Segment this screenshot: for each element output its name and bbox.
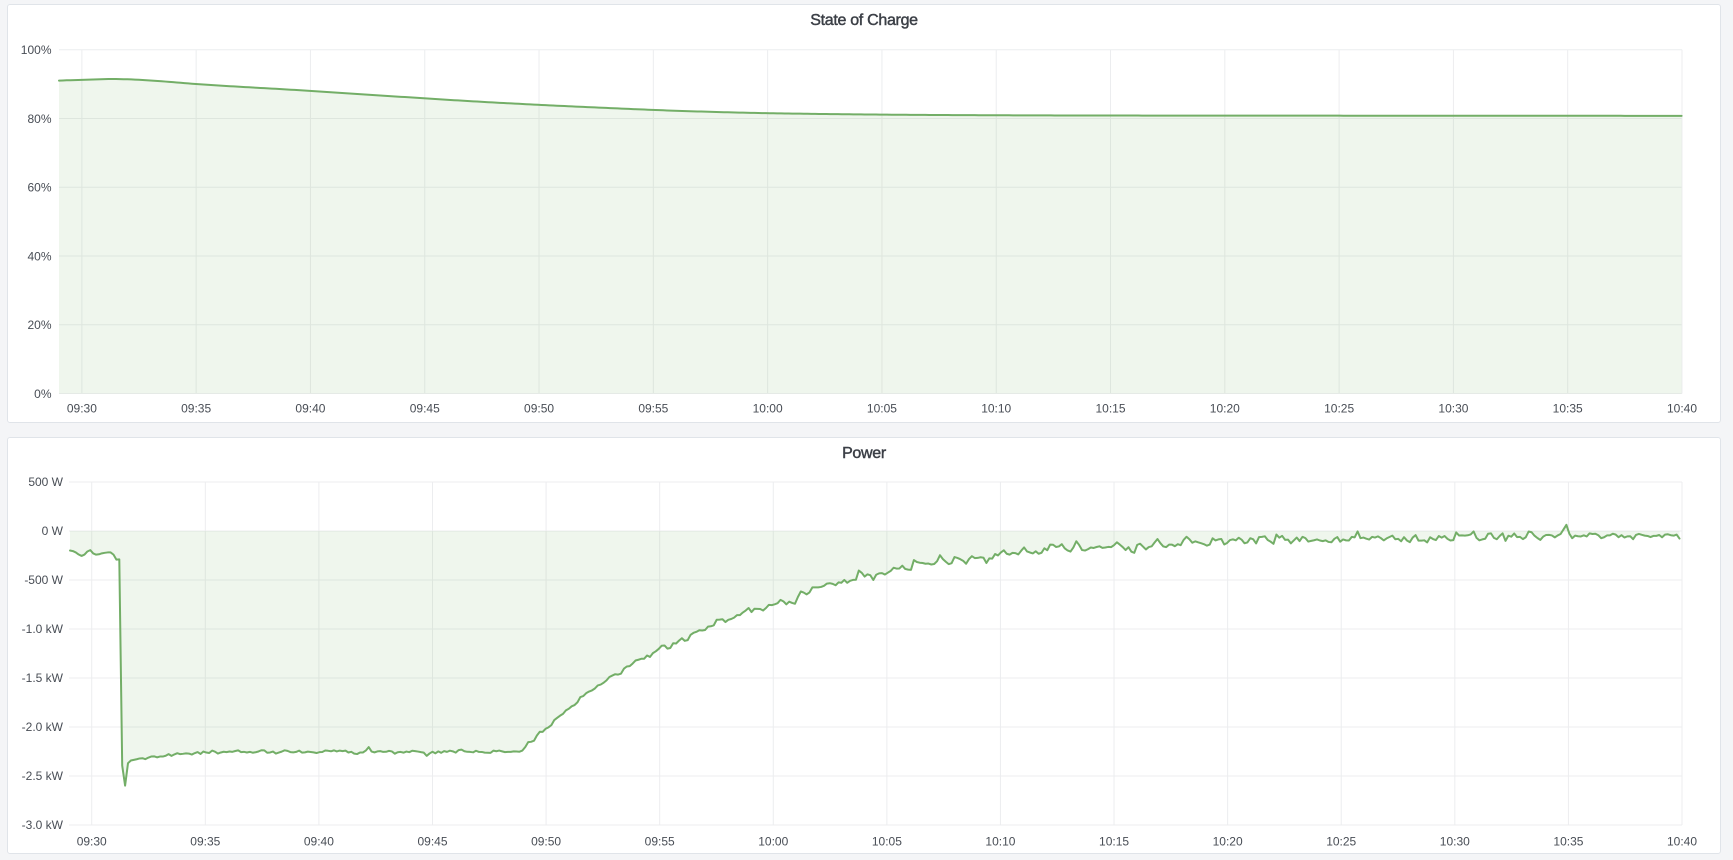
svg-text:10:15: 10:15 xyxy=(1099,835,1129,849)
svg-text:09:40: 09:40 xyxy=(295,402,325,416)
svg-text:10:40: 10:40 xyxy=(1667,835,1697,849)
svg-text:09:40: 09:40 xyxy=(304,835,334,849)
svg-text:09:45: 09:45 xyxy=(417,835,447,849)
svg-text:-2.0 kW: -2.0 kW xyxy=(22,720,64,734)
svg-text:-500 W: -500 W xyxy=(24,573,63,587)
svg-text:0 W: 0 W xyxy=(42,524,64,538)
svg-text:09:55: 09:55 xyxy=(645,835,675,849)
svg-text:09:50: 09:50 xyxy=(524,402,554,416)
svg-text:-3.0 kW: -3.0 kW xyxy=(22,818,64,832)
svg-text:-2.5 kW: -2.5 kW xyxy=(22,769,64,783)
svg-text:80%: 80% xyxy=(27,112,51,126)
svg-text:500 W: 500 W xyxy=(28,475,63,489)
svg-text:100%: 100% xyxy=(21,43,52,57)
svg-text:10:20: 10:20 xyxy=(1213,835,1243,849)
svg-text:10:30: 10:30 xyxy=(1438,402,1468,416)
svg-text:10:30: 10:30 xyxy=(1440,835,1470,849)
svg-text:09:45: 09:45 xyxy=(410,402,440,416)
svg-text:-1.0 kW: -1.0 kW xyxy=(22,622,64,636)
svg-text:10:35: 10:35 xyxy=(1553,835,1583,849)
svg-text:20%: 20% xyxy=(27,318,51,332)
svg-text:10:20: 10:20 xyxy=(1210,402,1240,416)
svg-text:10:25: 10:25 xyxy=(1324,402,1354,416)
svg-text:10:05: 10:05 xyxy=(867,402,897,416)
svg-text:10:40: 10:40 xyxy=(1667,402,1697,416)
svg-text:09:30: 09:30 xyxy=(67,402,97,416)
svg-text:-1.5 kW: -1.5 kW xyxy=(22,671,64,685)
svg-text:40%: 40% xyxy=(27,249,51,263)
svg-text:09:50: 09:50 xyxy=(531,835,561,849)
svg-text:10:10: 10:10 xyxy=(985,835,1015,849)
svg-text:10:25: 10:25 xyxy=(1326,835,1356,849)
svg-text:10:35: 10:35 xyxy=(1553,402,1583,416)
svg-text:10:05: 10:05 xyxy=(872,835,902,849)
svg-text:09:35: 09:35 xyxy=(190,835,220,849)
svg-text:60%: 60% xyxy=(27,181,51,195)
svg-text:09:35: 09:35 xyxy=(181,402,211,416)
svg-text:10:00: 10:00 xyxy=(758,835,788,849)
svg-text:09:55: 09:55 xyxy=(638,402,668,416)
svg-text:09:30: 09:30 xyxy=(77,835,107,849)
svg-text:0%: 0% xyxy=(34,387,52,401)
svg-text:10:10: 10:10 xyxy=(981,402,1011,416)
svg-text:10:15: 10:15 xyxy=(1096,402,1126,416)
svg-text:10:00: 10:00 xyxy=(753,402,783,416)
